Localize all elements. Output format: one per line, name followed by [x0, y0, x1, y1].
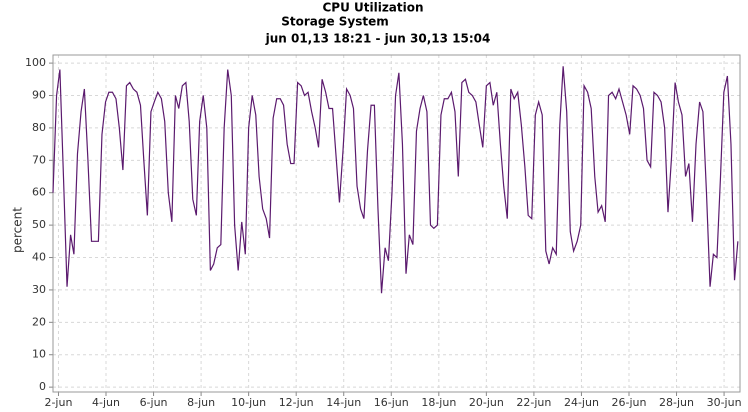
x-tick-label: 30-jun	[707, 396, 742, 409]
y-tick-label: 20	[32, 315, 46, 328]
x-tick-label: 14-jun	[326, 396, 361, 409]
x-tick-label: 6-jun	[140, 396, 168, 409]
x-tick-label: 8-jun	[187, 396, 215, 409]
plot-border	[52, 54, 741, 393]
time-range: jun 01,13 18:21 - jun 30,13 15:04	[265, 32, 491, 46]
x-tick-label: 12-jun	[279, 396, 314, 409]
y-tick-label: 30	[32, 283, 46, 296]
y-tick-label: 40	[32, 251, 46, 264]
x-tick-label: 4-jun	[92, 396, 120, 409]
y-tick-label: 0	[39, 380, 46, 393]
x-tick-label: 22-jun	[516, 396, 551, 409]
y-axis-label: percent	[11, 207, 25, 253]
x-tick-label: 24-jun	[564, 396, 599, 409]
y-tick-label: 100	[25, 56, 46, 69]
chart-subtitle: Storage System	[281, 15, 389, 29]
y-tick-label: 50	[32, 218, 46, 231]
x-tick-label: 10-jun	[231, 396, 266, 409]
y-tick-label: 60	[32, 186, 46, 199]
chart-title: CPU Utilization	[322, 1, 423, 15]
x-tick-label: 2-jun	[44, 396, 72, 409]
y-tick-label: 80	[32, 121, 46, 134]
x-tick-label: 26-jun	[612, 396, 647, 409]
y-tick-label: 10	[32, 348, 46, 361]
y-tick-label: 90	[32, 89, 46, 102]
data-line	[52, 66, 739, 294]
x-tick-label: 28-jun	[659, 396, 694, 409]
y-tick-label: 70	[32, 153, 46, 166]
x-tick-label: 20-jun	[469, 396, 504, 409]
x-tick-label: 18-jun	[421, 396, 456, 409]
x-tick-label: 16-jun	[374, 396, 409, 409]
